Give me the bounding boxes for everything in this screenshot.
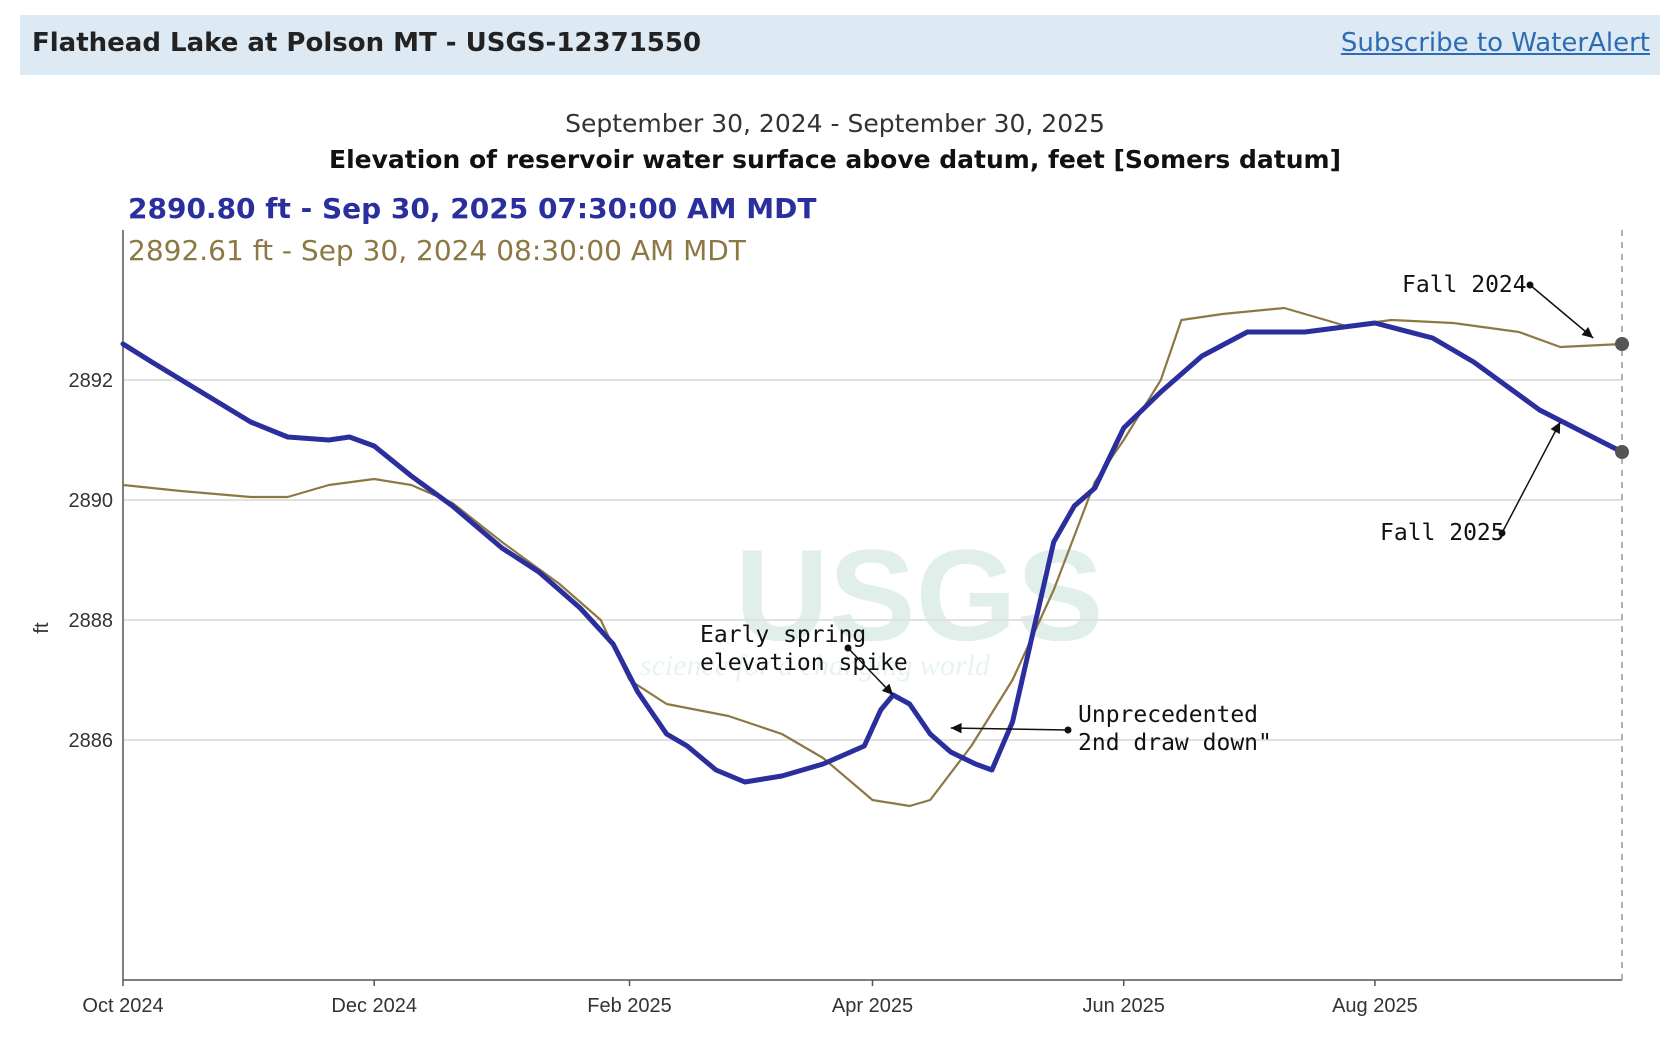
watermark-subtext: science for a changing world — [640, 649, 991, 682]
series-line-prior — [121, 306, 1624, 808]
watermark-text: USGS — [735, 522, 1103, 668]
subscribe-wateralert-link[interactable]: Subscribe to WaterAlert — [1340, 28, 1650, 58]
tooltip-prior-value: 2892.61 ft - Sep 30, 2024 08:30:00 AM MD… — [128, 234, 747, 267]
annotation-text: Unprecedented — [1078, 702, 1258, 728]
annotation-arrowhead — [1581, 327, 1594, 338]
series-line-current — [120, 320, 1625, 785]
annotation-arrowhead — [881, 683, 894, 695]
annotation: Fall 2025 — [1380, 421, 1561, 546]
annotation-arrow — [950, 727, 1069, 731]
annotation-text: Fall 2025 — [1380, 520, 1505, 546]
y-tick-label: 2886 — [69, 730, 114, 752]
annotation-text: Fall 2024 — [1402, 272, 1527, 298]
annotation-text: 2nd draw down" — [1078, 730, 1272, 756]
y-axis-label: ft — [31, 622, 53, 634]
endpoint-prior — [1615, 337, 1629, 351]
annotation-arrow — [1529, 284, 1594, 339]
annotation-arrowhead — [950, 722, 962, 734]
annotation-dot — [1498, 529, 1506, 537]
x-tick-label: Apr 2025 — [832, 995, 913, 1017]
x-tick-label: Oct 2024 — [82, 995, 163, 1017]
station-title: Flathead Lake at Polson MT - USGS-123715… — [32, 28, 702, 58]
x-tick-label: Feb 2025 — [587, 995, 672, 1017]
annotation: Fall 2024 — [1402, 272, 1594, 339]
y-tick-label: 2890 — [69, 490, 114, 512]
annotation-dot — [1064, 726, 1072, 734]
annotation-text: Early spring — [700, 622, 866, 648]
y-tick-label: 2892 — [69, 370, 114, 392]
x-tick-label: Jun 2025 — [1083, 995, 1165, 1017]
endpoint-current — [1615, 445, 1629, 459]
y-tick-label: 2888 — [69, 610, 114, 632]
x-tick-label: Aug 2025 — [1332, 995, 1418, 1017]
annotation-dot — [844, 644, 852, 652]
tooltip-current-value: 2890.80 ft - Sep 30, 2025 07:30:00 AM MD… — [128, 192, 816, 225]
x-tick-label: Dec 2024 — [331, 995, 417, 1017]
date-range: September 30, 2024 - September 30, 2025 — [565, 109, 1105, 138]
station-header: Flathead Lake at Polson MT - USGS-123715… — [20, 15, 1660, 75]
annotation-arrow — [847, 647, 894, 696]
annotation-text: elevation spike — [700, 650, 908, 676]
chart-title: Elevation of reservoir water surface abo… — [329, 145, 1341, 174]
annotation-dot — [1526, 281, 1534, 289]
annotation-arrowhead — [1550, 422, 1561, 434]
annotation-arrow — [1501, 421, 1561, 534]
usgs-watermark: USGS science for a changing world — [640, 522, 1103, 682]
